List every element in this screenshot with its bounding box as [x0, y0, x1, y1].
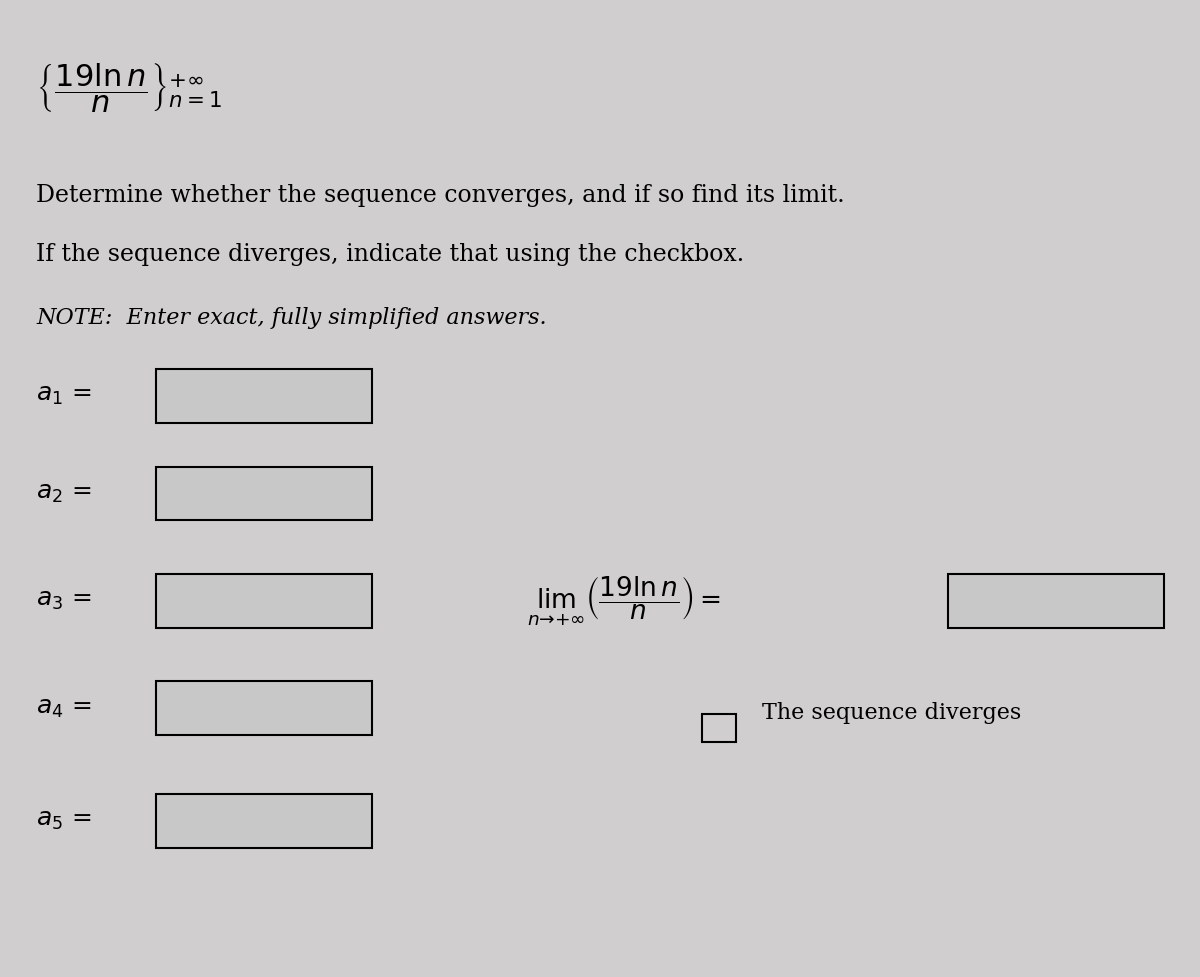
Text: $\left\{\dfrac{19\ln n}{n}\right\}_{n=1}^{+\infty}$: $\left\{\dfrac{19\ln n}{n}\right\}_{n=1}…: [36, 62, 222, 114]
FancyBboxPatch shape: [156, 368, 372, 422]
FancyBboxPatch shape: [156, 682, 372, 735]
Text: $a_2$ =: $a_2$ =: [36, 482, 91, 505]
FancyBboxPatch shape: [948, 574, 1164, 628]
Text: Determine whether the sequence converges, and if so find its limit.: Determine whether the sequence converges…: [36, 184, 845, 207]
Text: If the sequence diverges, indicate that using the checkbox.: If the sequence diverges, indicate that …: [36, 242, 744, 266]
FancyBboxPatch shape: [702, 714, 736, 742]
Text: $a_5$ =: $a_5$ =: [36, 809, 91, 832]
Text: NOTE:  Enter exact, fully simplified answers.: NOTE: Enter exact, fully simplified answ…: [36, 307, 547, 328]
Text: The sequence diverges: The sequence diverges: [762, 702, 1021, 724]
Text: $\lim_{n\to+\infty}\left(\dfrac{19\ln n}{n}\right) = $: $\lim_{n\to+\infty}\left(\dfrac{19\ln n}…: [527, 574, 721, 627]
Text: $a_4$ =: $a_4$ =: [36, 697, 91, 720]
Text: $a_3$ =: $a_3$ =: [36, 589, 91, 613]
FancyBboxPatch shape: [156, 467, 372, 520]
FancyBboxPatch shape: [156, 793, 372, 847]
Text: $a_1$ =: $a_1$ =: [36, 384, 91, 407]
FancyBboxPatch shape: [156, 574, 372, 628]
